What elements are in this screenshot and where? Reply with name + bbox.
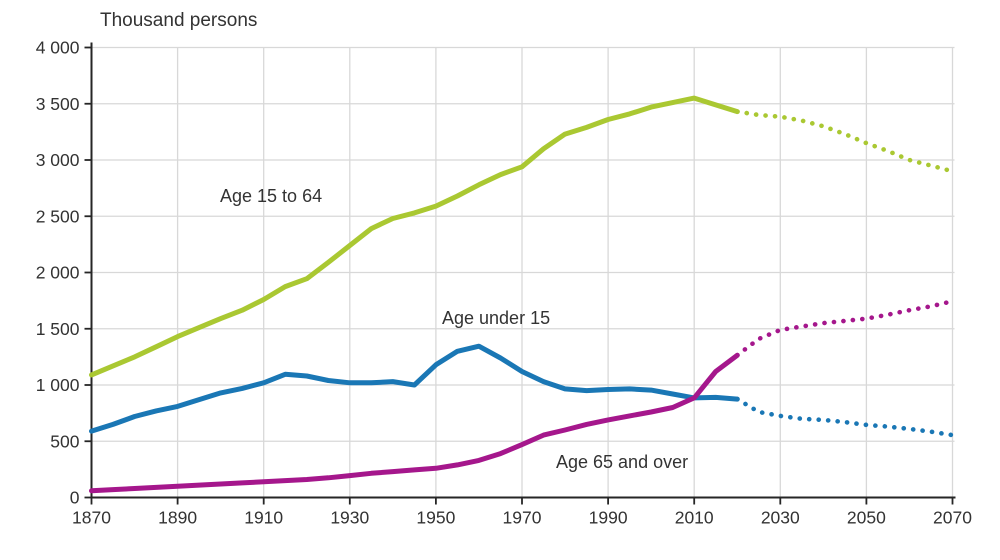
x-tick-label: 1910 <box>244 508 283 528</box>
y-tick-label: 2 000 <box>36 263 80 283</box>
x-tick-label: 2010 <box>675 508 714 528</box>
y-tick-label: 2 500 <box>36 206 80 226</box>
series-label-age-15-64: Age 15 to 64 <box>220 186 323 206</box>
y-tick-label: 3 500 <box>36 94 80 114</box>
series-line-projection-dotted <box>734 298 955 358</box>
y-tick-label: 1 500 <box>36 319 80 339</box>
tick-labels: 0 500 1 000 1 500 2 000 2 500 3 000 3 500 4 000 1… <box>36 38 973 528</box>
y-tick-label: 500 <box>50 431 79 451</box>
x-tick-label: 1950 <box>416 508 455 528</box>
y-tick-label: 3 000 <box>36 150 80 170</box>
series-line-solid <box>89 343 740 434</box>
x-tick-label: 2050 <box>847 508 886 528</box>
chart-title: Thousand persons <box>100 10 258 31</box>
x-tick-label: 2030 <box>761 508 800 528</box>
series-line-projection-dotted <box>734 396 955 438</box>
series-line-solid <box>89 352 740 494</box>
series-label-age-under-15: Age under 15 <box>442 308 551 328</box>
y-tick-label: 0 <box>70 488 80 508</box>
axes <box>84 42 956 505</box>
y-tick-label: 4 000 <box>36 38 80 58</box>
y-tick-label: 1 000 <box>36 375 80 395</box>
x-tick-label: 1970 <box>503 508 542 528</box>
series-label-age-65-and-over: Age 65 and over <box>556 452 689 472</box>
x-tick-label: 1990 <box>589 508 628 528</box>
data-series <box>89 95 955 494</box>
x-tick-label: 1930 <box>330 508 369 528</box>
x-tick-label: 2070 <box>933 508 972 528</box>
gridlines <box>91 46 955 498</box>
x-tick-label: 1890 <box>158 508 197 528</box>
x-tick-label: 1870 <box>72 508 111 528</box>
series-line-projection-dotted <box>734 109 955 174</box>
series-line-solid <box>89 95 740 378</box>
